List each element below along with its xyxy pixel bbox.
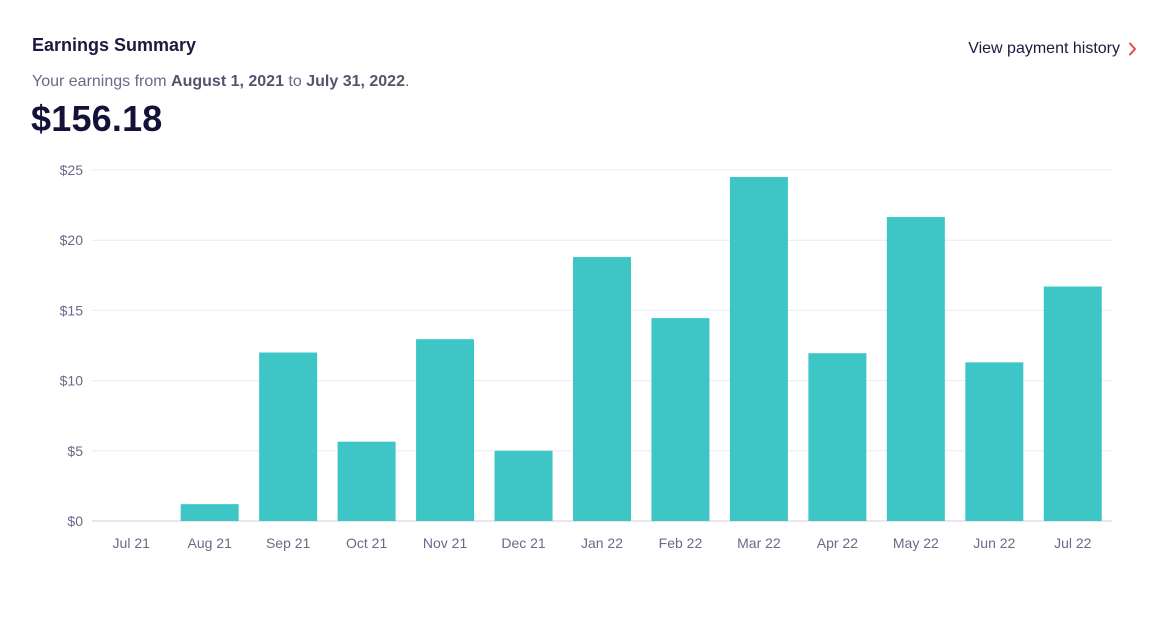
bar	[651, 318, 710, 521]
y-tick-label: $15	[60, 302, 84, 318]
bar	[808, 353, 867, 521]
x-tick-label: Jul 22	[1054, 535, 1092, 551]
bar	[729, 177, 788, 521]
subtitle-prefix: Your earnings from	[32, 73, 167, 90]
bar	[494, 450, 553, 521]
x-tick-label: Feb 22	[659, 535, 703, 551]
bar	[573, 257, 631, 521]
bar	[259, 352, 318, 521]
y-tick-label: $20	[60, 232, 84, 248]
bar	[886, 217, 945, 521]
x-tick-label: Dec 21	[501, 535, 546, 551]
date-range-subtitle: Your earnings from August 1, 2021 to Jul…	[32, 73, 409, 91]
card-title: Earnings Summary	[32, 35, 197, 55]
x-tick-label: Jun 22	[973, 535, 1015, 551]
x-tick-label: Jul 21	[113, 535, 151, 551]
x-tick-label: Oct 21	[346, 535, 387, 551]
x-tick-label: Jan 22	[581, 535, 623, 551]
subtitle-suffix: .	[404, 73, 410, 90]
view-payment-history-link[interactable]: View payment history	[968, 40, 1137, 58]
y-tick-label: $10	[60, 373, 84, 389]
view-payment-history-label: View payment history	[968, 40, 1120, 57]
bar	[1043, 286, 1102, 521]
x-tick-label: Apr 22	[817, 535, 858, 551]
total-earnings: $156.18	[31, 98, 163, 139]
bar	[965, 362, 1024, 521]
subtitle-mid: to	[288, 73, 302, 90]
bar	[180, 504, 239, 521]
start-date: August 1, 2021	[171, 73, 284, 90]
x-tick-label: May 22	[893, 535, 939, 551]
end-date: July 31, 2022	[306, 73, 405, 90]
y-tick-label: $25	[60, 162, 84, 178]
x-tick-label: Mar 22	[737, 535, 781, 551]
chevron-right-icon	[1128, 42, 1137, 56]
y-tick-label: $5	[67, 443, 83, 459]
x-tick-label: Nov 21	[423, 535, 468, 551]
x-tick-label: Aug 21	[188, 535, 233, 551]
bar	[337, 441, 396, 521]
bar	[416, 339, 475, 521]
x-tick-label: Sep 21	[266, 535, 311, 551]
y-tick-label: $0	[67, 513, 83, 529]
